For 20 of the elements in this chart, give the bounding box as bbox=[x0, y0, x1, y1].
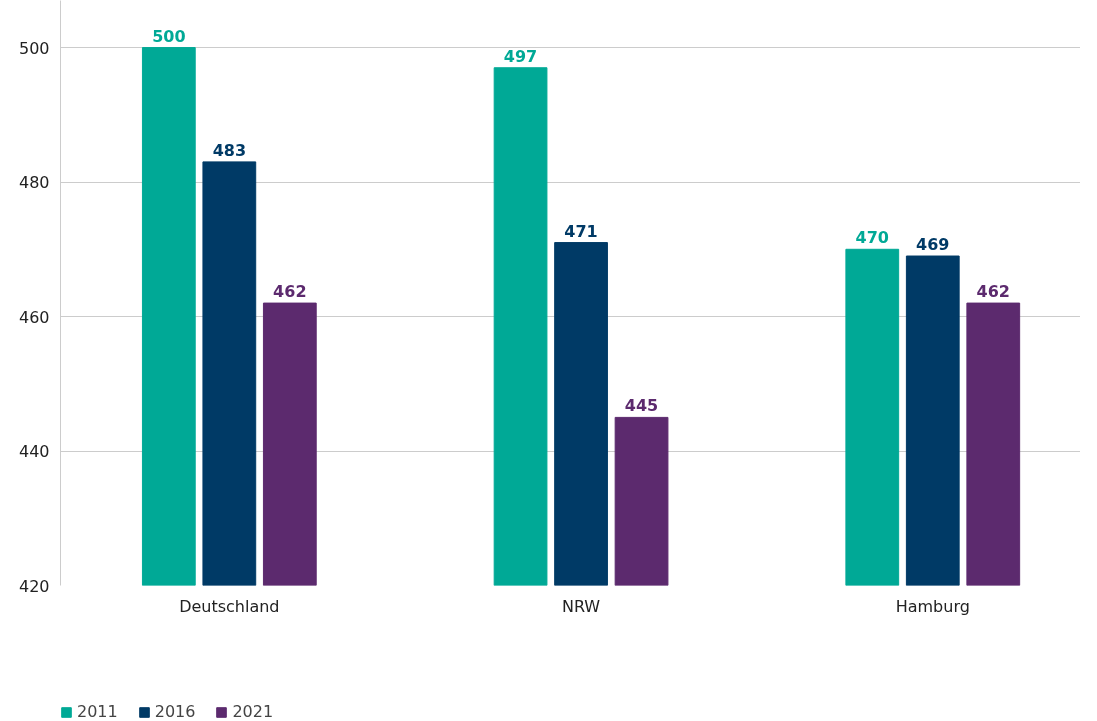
data-label: 483 bbox=[212, 140, 247, 160]
y-tick-label: 500 bbox=[18, 38, 50, 58]
data-label: 462 bbox=[273, 282, 307, 302]
y-tick-label: 440 bbox=[18, 442, 50, 462]
legend-label: 2011 bbox=[77, 702, 118, 721]
data-label: 471 bbox=[564, 221, 598, 241]
y-tick-label: 480 bbox=[18, 173, 50, 193]
data-label: 462 bbox=[976, 282, 1010, 302]
x-tick-label: Deutschland bbox=[179, 596, 280, 616]
data-label: 500 bbox=[152, 26, 186, 46]
data-label: 470 bbox=[855, 228, 889, 248]
x-tick-label: NRW bbox=[561, 596, 601, 616]
data-label: 445 bbox=[624, 396, 659, 416]
legend-label: 2016 bbox=[154, 702, 196, 721]
data-label: 469 bbox=[916, 235, 950, 255]
y-tick-label: 420 bbox=[18, 576, 50, 596]
legend-label: 2021 bbox=[232, 702, 274, 721]
x-tick-label: Hamburg bbox=[895, 596, 970, 616]
data-label: 497 bbox=[503, 46, 538, 66]
y-tick-label: 460 bbox=[18, 307, 50, 327]
